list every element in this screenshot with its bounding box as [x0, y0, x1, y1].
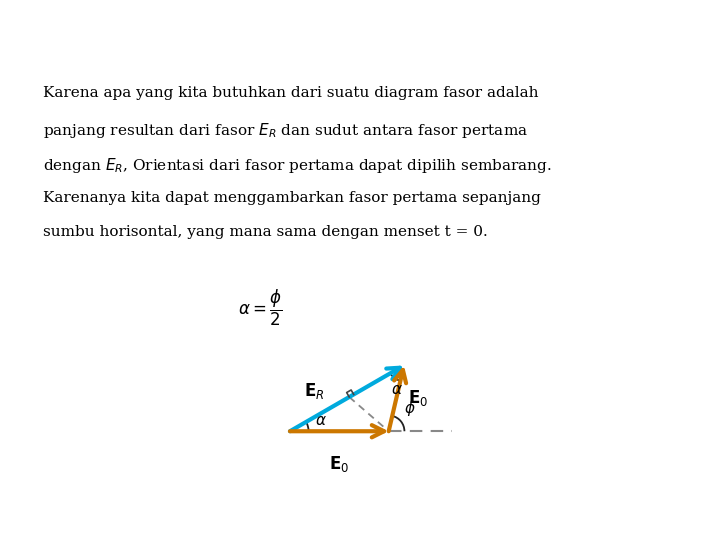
Text: $\mathbf{E}_{0}$: $\mathbf{E}_{0}$	[329, 454, 349, 474]
Text: $\alpha$: $\alpha$	[391, 382, 403, 396]
Text: Karenanya kita dapat menggambarkan fasor pertama sepanjang: Karenanya kita dapat menggambarkan fasor…	[43, 191, 541, 205]
Text: $\alpha$: $\alpha$	[315, 413, 327, 428]
Text: $\phi$: $\phi$	[405, 399, 416, 418]
Text: Karena apa yang kita butuhkan dari suatu diagram fasor adalah: Karena apa yang kita butuhkan dari suatu…	[43, 86, 539, 100]
Text: panjang resultan dari fasor $\mathit{E}_{R}$ dan sudut antara fasor pertama: panjang resultan dari fasor $\mathit{E}_…	[43, 121, 528, 140]
Text: $\mathbf{E}_{R}$: $\mathbf{E}_{R}$	[304, 381, 324, 401]
Text: $\alpha = \dfrac{\phi}{2}$: $\alpha = \dfrac{\phi}{2}$	[238, 288, 283, 328]
Text: Diagram fasor untuk t = 0: Diagram fasor untuk t = 0	[37, 33, 366, 57]
Text: dengan $\mathit{E}_{R}$, Orientasi dari fasor pertama dapat dipilih sembarang.: dengan $\mathit{E}_{R}$, Orientasi dari …	[43, 156, 552, 175]
Text: sumbu horisontal, yang mana sama dengan menset t = 0.: sumbu horisontal, yang mana sama dengan …	[43, 225, 488, 239]
Text: $\mathbf{E}_{0}$: $\mathbf{E}_{0}$	[408, 388, 428, 408]
